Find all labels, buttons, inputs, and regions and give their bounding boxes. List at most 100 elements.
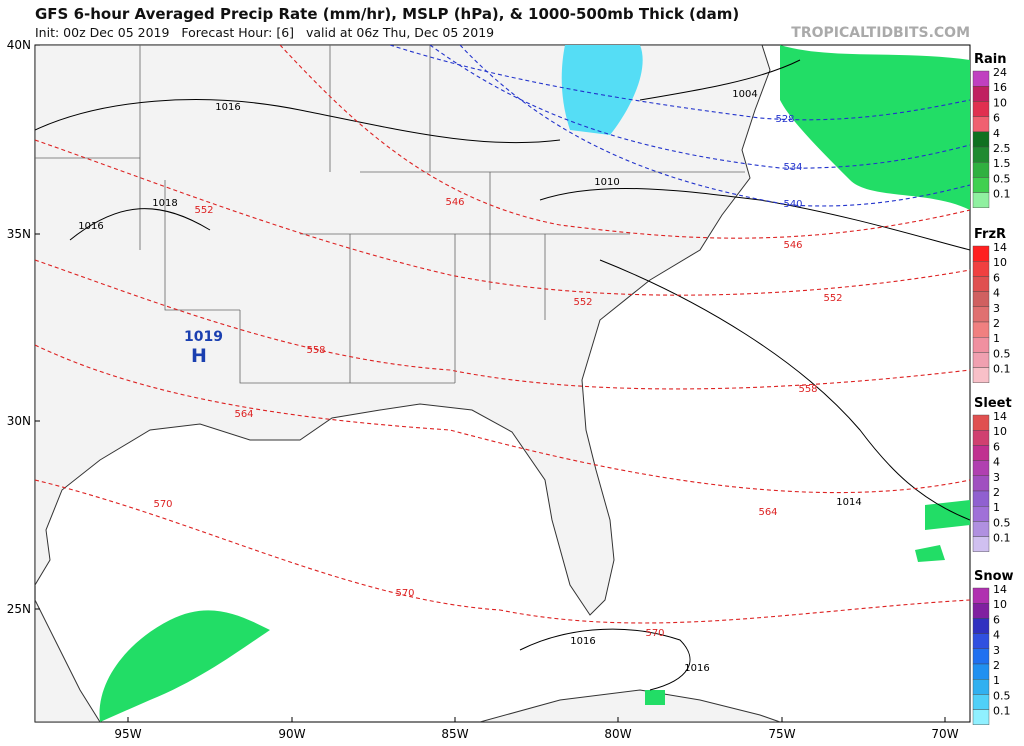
legend-tick: 24 [993, 66, 1007, 79]
thickness-label: 546 [445, 197, 464, 208]
lat-label: 30N [7, 414, 31, 428]
lon-label: 80W [604, 727, 631, 741]
thickness-lines [35, 45, 970, 624]
legend-tick: 0.1 [993, 363, 1011, 376]
isobar-label: 1018 [152, 198, 177, 209]
lon-label: 85W [441, 727, 468, 741]
legend-swatch [972, 116, 990, 132]
legend-tick: 10 [993, 598, 1007, 611]
legend-swatch [972, 536, 990, 552]
isobar-label: 1014 [836, 497, 861, 508]
legend-tick: 6 [993, 271, 1000, 284]
legend-swatch [972, 245, 990, 262]
legend-tick: 14 [993, 241, 1007, 254]
isobar-label: 1016 [570, 636, 595, 647]
legend-tick: 4 [993, 629, 1000, 642]
legend-swatch [972, 506, 990, 522]
isobar-label: 1004 [732, 89, 757, 100]
legend-swatch [972, 177, 990, 193]
legend-tick: 1.5 [993, 157, 1011, 170]
thickness-label: 570 [153, 499, 172, 510]
legend-title: Snow [974, 569, 1014, 584]
legend-title: Rain [974, 52, 1007, 67]
legend-tick: 2 [993, 317, 1000, 330]
thickness-label: 564 [234, 409, 253, 420]
legend-tick: 1 [993, 674, 1000, 687]
legend-swatch [972, 321, 990, 338]
legend-swatch [972, 192, 990, 209]
legend-tick: 14 [993, 410, 1007, 423]
legend-tick: 10 [993, 96, 1007, 109]
legend-swatch [972, 337, 990, 353]
legend-swatch [972, 306, 990, 323]
thickness-label: 558 [798, 384, 817, 395]
legend-tick: 0.5 [993, 689, 1011, 702]
thickness-label: 528 [775, 114, 794, 125]
legend-tick: 6 [993, 112, 1000, 125]
legend-swatch [972, 352, 990, 368]
watermark: TROPICALTIDBITS.COM [791, 25, 970, 41]
legend-swatch [972, 131, 990, 148]
thickness-label: 534 [783, 162, 802, 173]
lat-label: 25N [7, 602, 31, 616]
isobar-label: 1016 [684, 663, 709, 674]
isobar-label: 1016 [78, 221, 103, 232]
legend-swatch [972, 648, 990, 665]
thickness-label: 552 [573, 297, 592, 308]
legend-tick: 0.1 [993, 532, 1011, 545]
legend-swatch [972, 587, 990, 604]
lon-label: 95W [114, 727, 141, 741]
thickness-label: 546 [783, 240, 802, 251]
legend-swatch [972, 521, 990, 537]
land [35, 45, 771, 616]
legend-tick: 1 [993, 501, 1000, 514]
legend-tick: 2 [993, 659, 1000, 672]
legend-tick: 2 [993, 486, 1000, 499]
legend-swatch [972, 663, 990, 680]
legend: Rain241610642.51.50.50.1FrzR1410643210.5… [972, 52, 1014, 725]
legend-swatch [972, 101, 990, 117]
legend-tick: 0.5 [993, 172, 1011, 185]
isobar-label: 1010 [594, 177, 619, 188]
legend-swatch [972, 276, 990, 292]
legend-tick: 16 [993, 81, 1007, 94]
lat-label: 35N [7, 227, 31, 241]
lon-label: 75W [768, 727, 795, 741]
mexico [35, 599, 101, 722]
legend-tick: 4 [993, 287, 1000, 300]
isobar-label: 1016 [215, 102, 240, 113]
legend-swatch [972, 603, 990, 619]
legend-swatch [972, 161, 990, 178]
legend-tick: 0.5 [993, 516, 1011, 529]
legend-swatch [972, 709, 990, 725]
legend-tick: 3 [993, 644, 1000, 657]
legend-swatch [972, 261, 990, 277]
rain-area [99, 610, 270, 722]
legend-tick: 4 [993, 127, 1000, 140]
legend-swatch [972, 633, 990, 649]
legend-swatch [972, 618, 990, 634]
thickness-label: 558 [306, 345, 325, 356]
high-label: H [191, 345, 207, 367]
legend-swatch [972, 460, 990, 477]
legend-swatch [972, 694, 990, 710]
init-line: Init: 00z Dec 05 2019 Forecast Hour: [6]… [35, 25, 494, 40]
rain-area [780, 45, 970, 210]
legend-title: Sleet [974, 396, 1012, 411]
legend-swatch [972, 85, 990, 102]
legend-tick: 0.1 [993, 705, 1011, 718]
legend-tick: 6 [993, 613, 1000, 626]
map: 1019 H 40N 35N 30N 25N 95W 90W 85W 80W 75W 70W 101… [7, 38, 971, 741]
thickness-label: 552 [823, 293, 842, 304]
thickness-label: 564 [758, 507, 777, 518]
thickness-label: 570 [395, 588, 414, 599]
legend-swatch [972, 490, 990, 507]
legend-tick: 14 [993, 583, 1007, 596]
lat-label: 40N [7, 38, 31, 52]
title: GFS 6-hour Averaged Precip Rate (mm/hr),… [35, 5, 739, 23]
legend-swatch [972, 445, 990, 461]
legend-tick: 3 [993, 302, 1000, 315]
snow-area [561, 45, 643, 135]
thickness-label: 552 [194, 205, 213, 216]
